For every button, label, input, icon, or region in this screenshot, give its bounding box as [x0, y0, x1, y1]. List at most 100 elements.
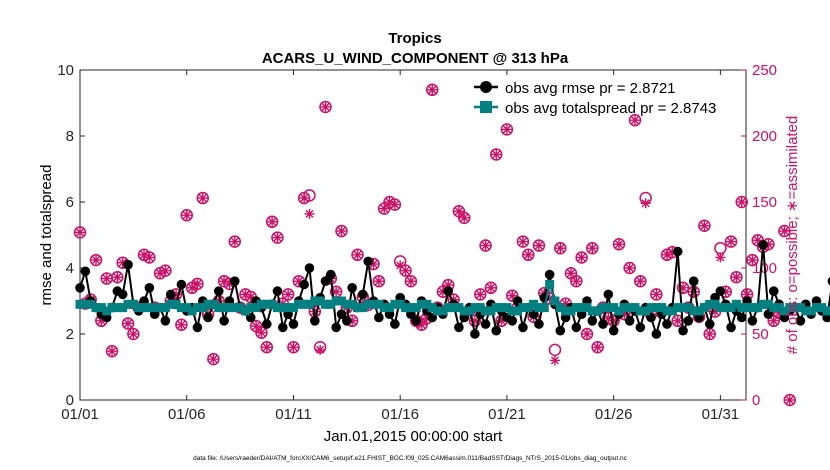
legend: obs avg rmse pr = 2.8721 obs avg totalsp… [474, 80, 716, 117]
spread-point [198, 303, 208, 313]
obs-assimilated-point [747, 255, 758, 266]
obs-assimilated-point [427, 84, 438, 95]
spread-point [315, 296, 325, 306]
spread-point [609, 303, 619, 313]
rmse-point [336, 309, 347, 320]
spread-point [721, 303, 731, 313]
rmse-point [715, 286, 726, 296]
spread-point [545, 280, 555, 289]
spread-point [347, 299, 357, 309]
rmse-point [144, 283, 155, 293]
obs-assimilated-point [299, 193, 310, 204]
obs-assimilated-point [256, 327, 267, 338]
rmse-point [518, 322, 528, 333]
spread-point [801, 306, 811, 316]
obs-possible-point [351, 248, 364, 262]
spread-point [123, 299, 133, 309]
obs-possible-point [271, 231, 284, 244]
rmse-point [683, 316, 694, 326]
obs-possible-point [522, 248, 535, 262]
obs-possible-point [319, 100, 332, 114]
spread-point [208, 299, 218, 309]
obs-possible-point [500, 123, 514, 136]
rmse-point [331, 322, 341, 333]
spread-point [619, 303, 629, 313]
x-tick-label: 01/16 [381, 406, 419, 423]
obs-possible-point [554, 241, 567, 255]
rmse-point [491, 325, 502, 336]
spread-point [523, 303, 533, 313]
rmse-point [229, 276, 240, 287]
spread-point [288, 303, 298, 313]
spread-point [459, 306, 469, 316]
spread-point [769, 303, 779, 313]
spread-point [481, 306, 491, 316]
obs-assimilated-point [715, 252, 726, 263]
spread-point [86, 299, 96, 309]
rmse-point [288, 319, 299, 329]
rmse-point [347, 283, 357, 293]
rmse-point [203, 312, 213, 323]
spread-point [470, 303, 480, 313]
x-tick-label: 01/31 [702, 406, 740, 423]
spread-point [529, 299, 539, 309]
spread-point [822, 306, 830, 316]
rmse-point [358, 289, 368, 300]
obs-possible-point [506, 289, 519, 302]
obs-assimilated-point [288, 342, 299, 353]
x-tick-label: 01/26 [595, 406, 633, 423]
spread-point [235, 303, 245, 313]
y-left-tick-label: 2 [66, 326, 74, 343]
legend-rmse-marker [480, 81, 492, 93]
spread-point [635, 306, 645, 316]
rmse-point [454, 322, 464, 333]
y-axis-label-left: rmse and totalspread [38, 165, 55, 306]
obs-assimilated-point [91, 255, 102, 266]
obs-possible-point [175, 318, 188, 332]
spread-point [497, 303, 507, 313]
spread-point [422, 299, 432, 309]
spread-point [582, 303, 592, 313]
spread-point [246, 303, 256, 313]
rmse-point [411, 316, 422, 326]
y-right-tick-label: 0 [752, 392, 760, 409]
spread-point [203, 299, 213, 309]
spread-point [641, 306, 651, 316]
obs-assimilated-point [699, 220, 710, 231]
spread-point [331, 296, 341, 306]
spread-point [630, 303, 640, 313]
obs-assimilated-point [726, 236, 737, 247]
rmse-point [587, 316, 598, 326]
obs-assimilated-point [144, 252, 155, 263]
spread-point [753, 303, 763, 313]
y-right-tick-label: 150 [752, 194, 777, 211]
spread-point [406, 303, 416, 313]
spread-point [385, 303, 395, 313]
spread-point [192, 303, 202, 313]
rmse-point [176, 279, 187, 290]
spread-point [176, 303, 186, 313]
rmse-point [480, 319, 491, 329]
rmse-point [678, 325, 688, 336]
spread-point [614, 306, 624, 316]
obs-possible-point [265, 215, 279, 229]
rmse-point [688, 276, 699, 287]
spread-point [251, 303, 261, 313]
rmse-point [363, 256, 373, 267]
obs-assimilated-point [640, 198, 651, 209]
rmse-point [795, 316, 806, 326]
obs-assimilated-point [731, 272, 742, 283]
spread-point [790, 303, 800, 313]
chart-subtitle: ACARS_U_WIND_COMPONENT @ 313 hPa [262, 50, 569, 67]
obs-assimilated-point [475, 289, 486, 300]
spread-point [683, 303, 693, 313]
obs-assimilated-point [283, 289, 294, 300]
obs-assimilated-point [587, 243, 598, 254]
obs-assimilated-point [272, 232, 283, 243]
rmse-point [598, 319, 608, 329]
rmse-point [507, 316, 518, 326]
rmse-point [704, 319, 715, 329]
spread-point [737, 303, 747, 313]
spread-point [673, 303, 683, 313]
obs-possible-point [628, 113, 642, 127]
